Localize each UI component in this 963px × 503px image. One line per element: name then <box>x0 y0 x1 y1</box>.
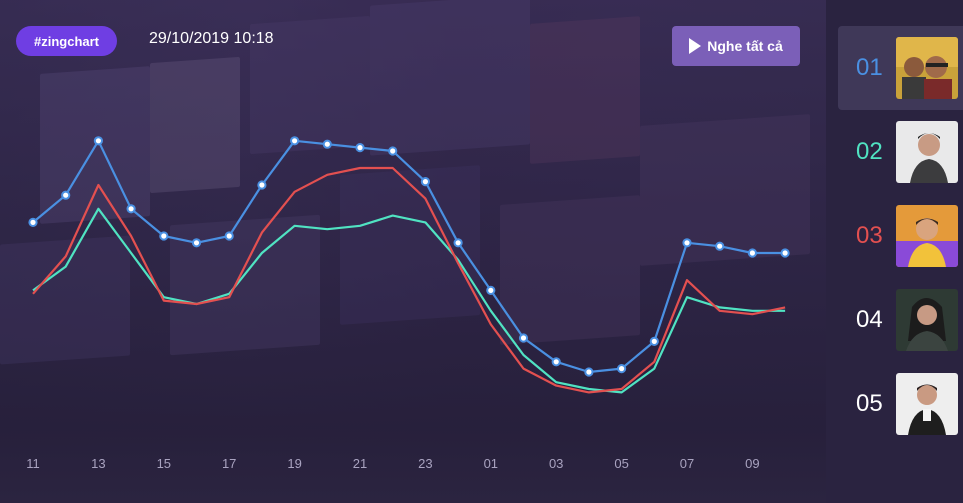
data-point[interactable] <box>61 190 71 200</box>
data-point[interactable] <box>453 238 463 248</box>
data-point[interactable] <box>388 146 398 156</box>
data-point[interactable] <box>28 217 38 227</box>
x-tick-label: 13 <box>91 456 105 471</box>
data-point[interactable] <box>486 285 496 295</box>
data-point[interactable] <box>420 177 430 187</box>
rank-number: 02 <box>856 138 883 165</box>
data-point[interactable] <box>257 180 267 190</box>
data-point[interactable] <box>126 204 136 214</box>
x-tick-label: 15 <box>157 456 171 471</box>
data-point[interactable] <box>780 248 790 258</box>
series-line-1[interactable] <box>32 139 786 374</box>
x-tick-label: 23 <box>418 456 432 471</box>
data-point[interactable] <box>191 238 202 248</box>
song-thumbnail <box>896 205 958 267</box>
rank-item-1[interactable]: 01 <box>838 26 963 110</box>
top5-sidebar: 01 02 03 <box>826 0 963 503</box>
ranking-line-chart[interactable]: 11 13 15 17 19 21 23 01 03 05 07 09 <box>0 0 826 503</box>
rank-item-5[interactable]: 05 <box>838 362 963 446</box>
x-tick-label: 07 <box>680 456 694 471</box>
x-tick-label: 05 <box>614 456 628 471</box>
data-point[interactable] <box>159 231 169 241</box>
album-art-background <box>0 0 826 503</box>
data-point[interactable] <box>682 238 692 248</box>
rank-item-2[interactable]: 02 <box>838 110 963 194</box>
play-all-button[interactable]: Nghe tất cả <box>672 26 800 66</box>
song-thumbnail <box>896 121 958 183</box>
x-tick-label: 21 <box>353 456 367 471</box>
data-point[interactable] <box>617 364 627 374</box>
data-point[interactable] <box>224 231 234 241</box>
data-point[interactable] <box>93 136 104 146</box>
data-point[interactable] <box>715 241 725 251</box>
series-line-3[interactable] <box>32 166 786 394</box>
series-line-2[interactable] <box>32 207 786 394</box>
data-point[interactable] <box>551 357 561 367</box>
data-point[interactable] <box>518 333 529 343</box>
rank-item-3[interactable]: 03 <box>838 194 963 278</box>
rank-number: 03 <box>856 222 883 249</box>
data-point[interactable] <box>747 248 758 258</box>
data-point[interactable] <box>322 139 332 149</box>
zingchart-badge[interactable]: #zingchart <box>16 26 118 56</box>
x-tick-label: 17 <box>222 456 236 471</box>
data-point[interactable] <box>290 136 300 146</box>
x-tick-label: 03 <box>549 456 563 471</box>
song-thumbnail <box>896 37 958 99</box>
x-tick-label: 11 <box>26 456 40 471</box>
song-thumbnail <box>896 289 958 351</box>
x-tick-label: 01 <box>484 456 498 471</box>
play-icon <box>689 38 702 54</box>
play-all-label: Nghe tất cả <box>707 38 783 54</box>
chart-datetime: 29/10/2019 10:18 <box>149 30 274 47</box>
rank-number: 05 <box>856 390 883 417</box>
rank-number: 01 <box>856 54 883 81</box>
rank-number: 04 <box>856 306 883 333</box>
data-point[interactable] <box>355 143 365 153</box>
zingchart-panel: #zingchart 29/10/2019 10:18 Nghe tất cả … <box>0 0 826 503</box>
x-tick-label: 09 <box>745 456 759 471</box>
data-point[interactable] <box>584 367 594 377</box>
data-point[interactable] <box>649 336 659 346</box>
song-thumbnail <box>896 373 958 435</box>
x-tick-label: 19 <box>287 456 301 471</box>
rank-item-4[interactable]: 04 <box>838 278 963 362</box>
